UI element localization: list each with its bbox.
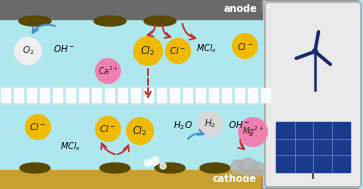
- Ellipse shape: [155, 163, 185, 173]
- Text: $Ca^{2+}$: $Ca^{2+}$: [98, 65, 118, 77]
- Text: $Cl_2$: $Cl_2$: [140, 44, 155, 58]
- Bar: [27, 88, 36, 102]
- Text: $Mg^{2+}$: $Mg^{2+}$: [242, 125, 264, 139]
- Circle shape: [197, 111, 223, 137]
- FancyBboxPatch shape: [265, 2, 361, 187]
- Ellipse shape: [200, 163, 230, 173]
- Text: $Cl^-$: $Cl^-$: [237, 40, 253, 51]
- Bar: [0, 170, 262, 189]
- Text: $H_2O$: $H_2O$: [173, 120, 193, 132]
- Bar: [105, 88, 114, 102]
- Circle shape: [144, 160, 151, 167]
- Bar: [196, 88, 205, 102]
- Text: $OH^-$: $OH^-$: [53, 43, 76, 54]
- Bar: [118, 88, 127, 102]
- Ellipse shape: [94, 16, 126, 26]
- Bar: [222, 88, 231, 102]
- Bar: [40, 88, 49, 102]
- Circle shape: [231, 160, 245, 174]
- Bar: [0, 0, 262, 19]
- Ellipse shape: [20, 163, 50, 173]
- Text: $Cl^-$: $Cl^-$: [99, 123, 117, 135]
- Circle shape: [14, 37, 42, 65]
- Bar: [261, 88, 270, 102]
- Text: $O_2$: $O_2$: [22, 45, 34, 57]
- Bar: [183, 88, 192, 102]
- Ellipse shape: [144, 16, 176, 26]
- Circle shape: [251, 162, 265, 176]
- Bar: [276, 122, 350, 172]
- Circle shape: [95, 116, 121, 142]
- Ellipse shape: [100, 163, 130, 173]
- Text: $MCl_x$: $MCl_x$: [60, 141, 81, 153]
- Text: $Cl^-$: $Cl^-$: [29, 122, 47, 132]
- Circle shape: [95, 58, 121, 84]
- Circle shape: [165, 38, 191, 64]
- Circle shape: [133, 36, 163, 66]
- Ellipse shape: [19, 16, 51, 26]
- Circle shape: [313, 49, 318, 54]
- Bar: [170, 88, 179, 102]
- Bar: [157, 88, 166, 102]
- Bar: [0, 0, 262, 189]
- Bar: [131, 88, 140, 102]
- Text: cathode: cathode: [213, 174, 257, 184]
- Bar: [235, 88, 244, 102]
- Bar: [79, 88, 88, 102]
- Circle shape: [238, 117, 268, 147]
- Bar: [66, 88, 75, 102]
- Text: $Cl_2$: $Cl_2$: [132, 124, 147, 138]
- Text: $H_2$: $H_2$: [204, 118, 216, 130]
- Bar: [14, 88, 23, 102]
- Circle shape: [126, 117, 154, 145]
- Bar: [248, 88, 257, 102]
- Bar: [1, 88, 10, 102]
- Circle shape: [25, 114, 51, 140]
- Text: $MCl_x$: $MCl_x$: [196, 43, 217, 55]
- Bar: [0, 86, 262, 104]
- Bar: [53, 88, 62, 102]
- Circle shape: [232, 33, 258, 59]
- Circle shape: [160, 163, 166, 169]
- Text: $OH^-$: $OH^-$: [228, 119, 250, 129]
- Text: $Cl^-$: $Cl^-$: [169, 46, 187, 57]
- Bar: [92, 88, 101, 102]
- Circle shape: [151, 157, 159, 165]
- Circle shape: [239, 158, 257, 176]
- Bar: [144, 88, 153, 102]
- Text: anode: anode: [223, 5, 257, 15]
- Bar: [209, 88, 218, 102]
